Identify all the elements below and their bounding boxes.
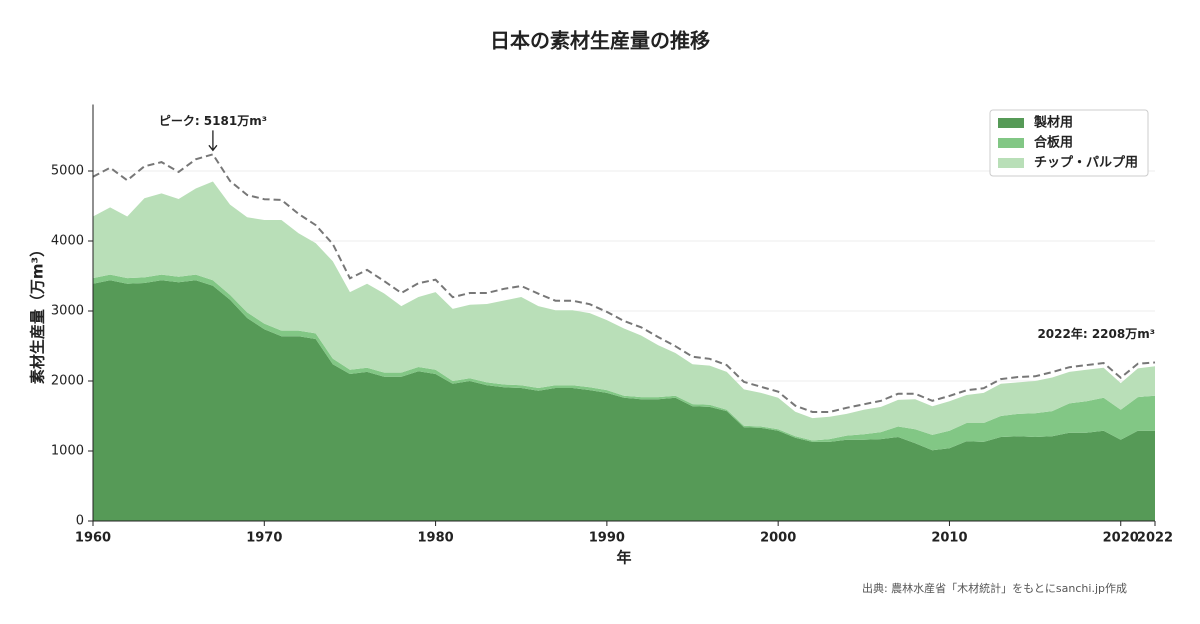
legend-swatch <box>998 158 1024 168</box>
legend-label: 合板用 <box>1034 135 1073 151</box>
y-tick-label: 5000 <box>51 164 84 179</box>
y-tick-label: 0 <box>76 514 84 529</box>
area <box>93 181 1155 441</box>
annotation: ピーク: 5181万m³ <box>159 114 267 128</box>
legend-swatch <box>998 138 1024 148</box>
x-tick-label: 1980 <box>417 531 453 546</box>
x-axis-label: 年 <box>616 549 631 567</box>
area <box>93 274 1155 451</box>
legend-swatch <box>998 118 1024 128</box>
x-tick-label: 2010 <box>931 531 967 546</box>
x-tick-label: 2000 <box>760 531 796 546</box>
x-tick-label: 2022 <box>1137 531 1173 546</box>
x-tick-label: 2020 <box>1103 531 1139 546</box>
annotation-arrow <box>208 130 218 152</box>
legend-label: チップ・パルプ用 <box>1034 156 1138 171</box>
x-tick-label: 1970 <box>246 531 282 546</box>
y-axis-label: 素材生産量（万m³） <box>29 242 47 384</box>
x-tick-label: 1990 <box>589 531 625 546</box>
annotation: 2022年: 2208万m³ <box>1037 326 1155 341</box>
x-tick-label: 1960 <box>75 531 111 546</box>
y-tick-label: 2000 <box>51 374 84 389</box>
area <box>93 280 1155 521</box>
legend-box <box>989 109 1149 177</box>
source-note: 出典: 農林水産省「木材統計」をもとにsanchi.jp作成 <box>862 581 1127 595</box>
y-tick-label: 3000 <box>51 304 84 319</box>
chart-title: 日本の素材生産量の推移 <box>490 29 710 53</box>
y-tick-label: 4000 <box>51 234 84 249</box>
legend-label: 製材用 <box>1033 115 1073 131</box>
y-tick-label: 1000 <box>51 444 84 459</box>
